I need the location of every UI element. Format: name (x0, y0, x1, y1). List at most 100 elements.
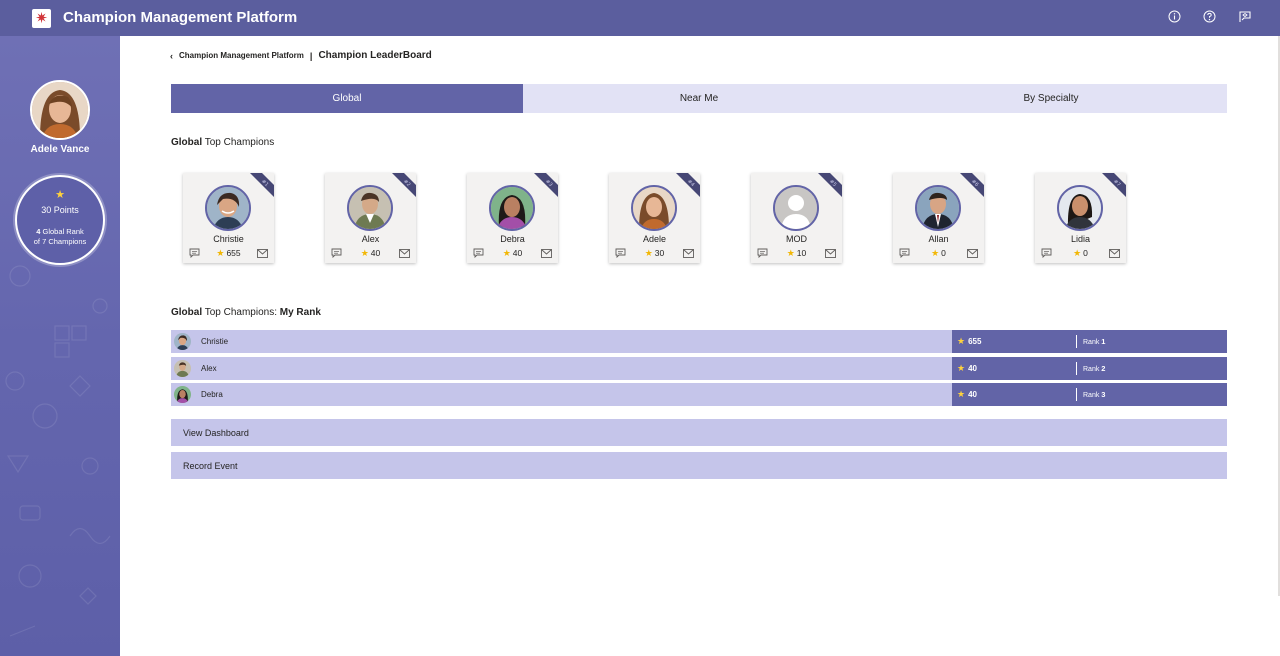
champion-score: ★ 0 (1073, 248, 1088, 259)
rank-row-rank: Rank 3 (1077, 390, 1105, 399)
champion-card[interactable]: #1 Christie ★ 655 (183, 173, 274, 263)
champion-score: ★ 40 (503, 248, 523, 259)
rank-row-score: ★ 40 (952, 389, 1076, 400)
help-icon[interactable] (1202, 9, 1217, 24)
main-content: ‹ Champion Management Platform | Champio… (120, 36, 1280, 656)
rank-row[interactable]: Christie ★ 655 Rank 1 (171, 330, 1227, 353)
rank-row-rank-label: Rank (1083, 392, 1102, 399)
rank-ribbon: #5 (818, 173, 842, 197)
champion-card-footer: ★ 40 (473, 247, 552, 259)
back-chevron-icon[interactable]: ‹ (170, 50, 173, 61)
mail-icon[interactable] (967, 248, 978, 258)
divider (1076, 361, 1077, 375)
champion-avatar (915, 185, 961, 231)
champion-score-value: 40 (512, 248, 523, 258)
divider (1076, 335, 1077, 348)
champion-name: MOD (786, 234, 807, 244)
breadcrumb-parent[interactable]: Champion Management Platform (179, 51, 304, 60)
rank-row-rank-value: 1 (1101, 337, 1106, 346)
default-avatar-icon (773, 185, 819, 231)
user-avatar[interactable] (30, 80, 90, 140)
champion-score: ★ 10 (787, 248, 807, 259)
champion-card-footer: ★ 0 (899, 247, 978, 259)
chat-icon[interactable] (331, 248, 342, 258)
star-icon: ★ (55, 189, 65, 201)
rank-row-score-value: 655 (968, 337, 982, 346)
sidebar-pattern (5, 265, 111, 637)
view-dashboard-button[interactable]: View Dashboard (171, 419, 1227, 446)
champion-score: ★ 40 (361, 248, 381, 259)
rank-row-rank-label: Rank (1083, 339, 1102, 346)
champion-card[interactable]: #5 MOD ★ 10 (751, 173, 842, 263)
rank-row-rank: Rank 1 (1077, 337, 1105, 346)
rank-row-stats: ★ 40 Rank 2 (952, 356, 1227, 380)
champion-card[interactable]: #4 Adele ★ 30 (609, 173, 700, 263)
mail-icon[interactable] (1109, 248, 1120, 258)
champion-avatar (1057, 185, 1103, 231)
app-title: Champion Management Platform (63, 9, 298, 26)
star-icon: ★ (502, 247, 511, 258)
top-champions-title-rest: Top Champions (202, 137, 275, 148)
champion-score: ★ 30 (645, 248, 665, 259)
rank-row-rank: Rank 2 (1077, 364, 1105, 373)
my-rank-title: Global Top Champions: My Rank (171, 307, 321, 318)
chat-icon[interactable] (473, 248, 484, 258)
champion-name: Adele (642, 234, 667, 244)
scrollbar[interactable] (1278, 36, 1280, 596)
champion-card[interactable]: #7 Lidia ★ 0 (1035, 173, 1126, 263)
divider (1076, 388, 1077, 401)
champion-card[interactable]: #2 Alex ★ 40 (325, 173, 416, 263)
my-rank-title-bold: Global (171, 307, 203, 318)
tab-near-me[interactable]: Near Me (679, 93, 719, 104)
chat-icon[interactable] (899, 248, 910, 258)
champion-card-footer: ★ 655 (189, 247, 268, 259)
rank-badge: #3 (544, 179, 553, 188)
mail-icon[interactable] (683, 248, 694, 258)
rank-row[interactable]: Debra ★ 40 Rank 3 (171, 383, 1227, 406)
header-actions (1167, 9, 1252, 24)
mail-icon[interactable] (825, 248, 836, 258)
mail-icon[interactable] (257, 248, 268, 258)
rank-ribbon: #2 (392, 173, 416, 197)
points-label: 30 Points (41, 205, 79, 215)
top-champions-title: Global Top Champions (171, 137, 274, 148)
star-icon: ★ (957, 336, 966, 346)
star-icon: ★ (931, 247, 940, 258)
profile-sidebar: Adele Vance ★ 30 Points 4 Global Rank of… (0, 36, 120, 656)
tab-global[interactable]: Global (171, 84, 523, 113)
rank-row[interactable]: Alex ★ 40 Rank 2 (171, 356, 1227, 380)
champion-avatar (489, 185, 535, 231)
star-icon: ★ (957, 362, 966, 373)
rank-badge: #4 (686, 179, 695, 188)
info-icon[interactable] (1167, 9, 1182, 24)
top-champions-title-bold: Global (171, 137, 203, 148)
champion-avatar (205, 185, 251, 231)
champion-card[interactable]: #6 Allan ★ 0 (893, 173, 984, 263)
rank-row-score-value: 40 (968, 363, 977, 373)
chat-icon[interactable] (189, 248, 200, 258)
rank-badge: #5 (828, 179, 837, 188)
rank-row-rank-value: 3 (1101, 390, 1106, 399)
star-icon: ★ (1073, 247, 1082, 258)
mail-icon[interactable] (541, 248, 552, 258)
rank-row-name: Alex (201, 363, 217, 373)
champion-score: ★ 0 (931, 248, 946, 259)
rank-ribbon: #7 (1102, 173, 1126, 197)
chat-icon[interactable] (1041, 248, 1052, 258)
chat-icon[interactable] (757, 248, 768, 258)
rank-ribbon: #3 (534, 173, 558, 197)
record-event-button[interactable]: Record Event (171, 452, 1227, 479)
champion-name: Lidia (1070, 234, 1090, 244)
tab-by-specialty[interactable]: By Specialty (1023, 93, 1079, 104)
champion-card[interactable]: #3 Debra ★ 40 (467, 173, 558, 263)
breadcrumb-separator: | (309, 50, 313, 61)
chat-icon[interactable] (615, 248, 626, 258)
champion-name: Allan (928, 234, 949, 244)
mail-icon[interactable] (399, 248, 410, 258)
rank-row-rank-value: 2 (1101, 363, 1106, 373)
rank-row-name: Debra (201, 390, 223, 399)
feedback-icon[interactable] (1237, 9, 1252, 24)
champion-name: Alex (361, 234, 380, 244)
champion-cards: #1 Christie ★ 655 #2 Alex ★ 40 (183, 173, 1183, 265)
champion-name: Christie (213, 234, 244, 244)
